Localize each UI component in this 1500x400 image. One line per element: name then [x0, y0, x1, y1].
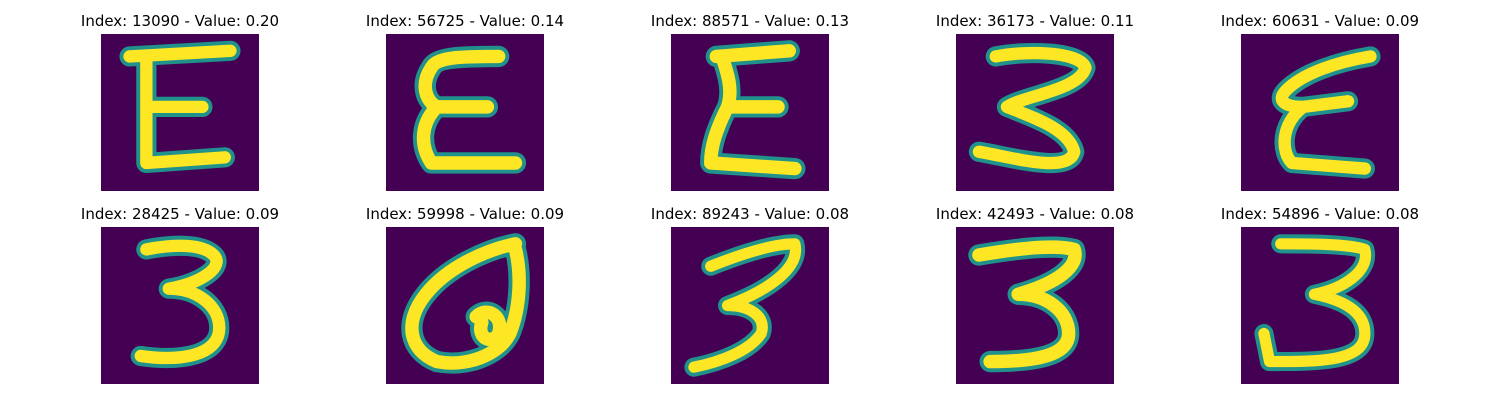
digit-image: [1241, 227, 1399, 384]
panel-title: Index: 59998 - Value: 0.09: [365, 205, 565, 223]
digit-glyph: [401, 233, 530, 374]
panel-1: Index: 13090 - Value: 0.20: [50, 10, 310, 200]
panel-6: Index: 28425 - Value: 0.09: [50, 203, 310, 393]
digit-image: [671, 227, 829, 384]
panel-title: Index: 13090 - Value: 0.20: [80, 12, 280, 30]
digit-glyph: [968, 42, 1096, 174]
panel-2: Index: 56725 - Value: 0.14: [335, 10, 595, 200]
digit-glyph: [119, 40, 241, 174]
digit-glyph: [700, 40, 806, 180]
digit-glyph: [130, 235, 230, 368]
panel-5: Index: 60631 - Value: 0.09: [1190, 10, 1450, 200]
digit-image: [956, 227, 1114, 384]
digit-image: [101, 227, 259, 384]
panel-title: Index: 54896 - Value: 0.08: [1220, 205, 1420, 223]
digit-glyph: [968, 236, 1086, 373]
panel-4: Index: 36173 - Value: 0.11: [905, 10, 1165, 200]
panel-title: Index: 89243 - Value: 0.08: [650, 205, 850, 223]
digit-image: [386, 34, 544, 191]
digit-glyph: [1254, 234, 1376, 372]
digit-image: [386, 227, 544, 384]
digit-image: [956, 34, 1114, 191]
panel-7: Index: 59998 - Value: 0.09: [335, 203, 595, 393]
digit-image: [1241, 34, 1399, 191]
panel-title: Index: 36173 - Value: 0.11: [935, 12, 1135, 30]
panel-title: Index: 28425 - Value: 0.09: [80, 205, 280, 223]
digit-glyph: [1271, 46, 1381, 179]
digit-image: [671, 34, 829, 191]
digit-glyph: [684, 234, 806, 377]
panel-3: Index: 88571 - Value: 0.13: [620, 10, 880, 200]
digit-image: [101, 34, 259, 191]
panel-title: Index: 88571 - Value: 0.13: [650, 12, 850, 30]
panel-title: Index: 42493 - Value: 0.08: [935, 205, 1135, 223]
digit-glyph: [412, 45, 527, 174]
panel-9: Index: 42493 - Value: 0.08: [905, 203, 1165, 393]
panel-10: Index: 54896 - Value: 0.08: [1190, 203, 1450, 393]
panel-8: Index: 89243 - Value: 0.08: [620, 203, 880, 393]
panel-title: Index: 60631 - Value: 0.09: [1220, 12, 1420, 30]
panel-title: Index: 56725 - Value: 0.14: [365, 12, 565, 30]
